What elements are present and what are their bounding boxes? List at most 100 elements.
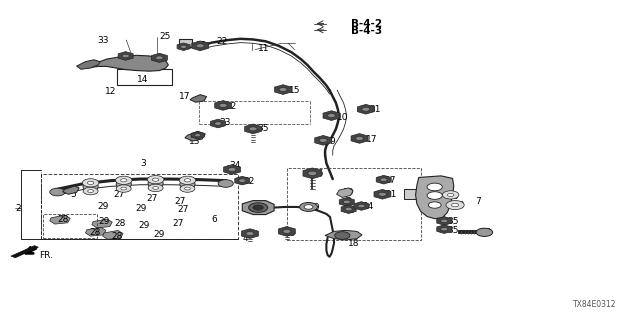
Polygon shape	[244, 124, 262, 134]
Polygon shape	[223, 165, 241, 174]
Polygon shape	[275, 85, 291, 94]
Polygon shape	[214, 100, 232, 110]
Polygon shape	[323, 111, 340, 120]
Polygon shape	[354, 202, 369, 210]
Text: 9: 9	[329, 137, 335, 146]
Text: 33: 33	[220, 118, 231, 127]
Bar	[43, 214, 97, 238]
Text: 29: 29	[135, 204, 147, 213]
Polygon shape	[102, 230, 123, 239]
Circle shape	[319, 138, 327, 142]
Text: 29: 29	[97, 202, 108, 211]
Text: 28: 28	[115, 219, 126, 228]
Text: 3: 3	[140, 159, 146, 168]
Circle shape	[248, 203, 268, 212]
Circle shape	[148, 184, 163, 192]
Circle shape	[452, 203, 459, 207]
Polygon shape	[191, 132, 204, 139]
Polygon shape	[190, 95, 207, 102]
Circle shape	[335, 232, 350, 239]
Text: 26: 26	[312, 169, 324, 178]
Text: 2: 2	[15, 204, 21, 213]
Text: 11: 11	[257, 44, 269, 53]
Text: 28: 28	[58, 215, 69, 224]
Text: 29: 29	[138, 221, 150, 230]
Text: 5: 5	[70, 190, 76, 199]
Text: 19: 19	[343, 188, 355, 197]
Circle shape	[180, 185, 195, 192]
Circle shape	[343, 200, 350, 204]
Polygon shape	[357, 104, 374, 114]
Text: 18: 18	[348, 239, 360, 248]
Circle shape	[196, 44, 204, 48]
Polygon shape	[91, 55, 168, 71]
Polygon shape	[235, 176, 250, 185]
Circle shape	[427, 183, 442, 191]
Circle shape	[304, 205, 313, 209]
Circle shape	[121, 187, 127, 190]
Circle shape	[152, 178, 159, 181]
Text: 15: 15	[196, 41, 207, 50]
Circle shape	[428, 202, 441, 208]
Polygon shape	[11, 246, 38, 258]
Text: TX84E0312: TX84E0312	[573, 300, 616, 309]
Polygon shape	[303, 168, 322, 179]
Circle shape	[83, 188, 98, 195]
Polygon shape	[278, 227, 295, 236]
Circle shape	[116, 185, 131, 192]
Circle shape	[253, 205, 263, 210]
Circle shape	[153, 187, 159, 189]
Circle shape	[345, 207, 352, 211]
Text: 29: 29	[153, 230, 164, 239]
Text: 31: 31	[370, 105, 381, 114]
Bar	[179, 39, 192, 47]
Polygon shape	[376, 175, 391, 184]
Polygon shape	[77, 60, 100, 69]
Polygon shape	[148, 178, 163, 190]
Text: 24: 24	[362, 202, 373, 211]
Text: 23: 23	[481, 228, 492, 237]
Text: 10: 10	[337, 113, 348, 122]
Text: 27: 27	[177, 205, 189, 214]
Text: 17: 17	[179, 92, 190, 101]
Polygon shape	[180, 178, 195, 191]
Polygon shape	[436, 217, 452, 225]
Circle shape	[362, 107, 370, 111]
Polygon shape	[50, 215, 70, 224]
Text: 35: 35	[447, 226, 459, 235]
Text: 4: 4	[243, 234, 248, 243]
Circle shape	[180, 45, 187, 48]
Polygon shape	[83, 180, 99, 193]
Text: 13: 13	[189, 137, 201, 146]
Polygon shape	[415, 176, 454, 219]
Circle shape	[218, 180, 234, 187]
Polygon shape	[325, 230, 362, 240]
Circle shape	[214, 122, 221, 125]
Text: 25: 25	[159, 32, 171, 41]
Polygon shape	[243, 201, 274, 215]
Circle shape	[50, 188, 65, 196]
Circle shape	[239, 179, 246, 182]
Text: 29: 29	[99, 217, 109, 226]
Text: 27: 27	[113, 190, 124, 199]
Text: 30: 30	[308, 203, 320, 212]
Polygon shape	[339, 197, 355, 206]
Polygon shape	[92, 219, 112, 228]
Polygon shape	[436, 225, 452, 234]
Circle shape	[179, 176, 196, 184]
Circle shape	[283, 229, 291, 233]
Circle shape	[441, 219, 448, 223]
Circle shape	[249, 127, 257, 131]
Circle shape	[446, 201, 464, 210]
Circle shape	[228, 167, 236, 172]
Polygon shape	[241, 229, 259, 238]
Circle shape	[476, 228, 493, 236]
Text: 22: 22	[226, 101, 237, 111]
Text: 35: 35	[257, 124, 269, 133]
Polygon shape	[315, 135, 332, 145]
Bar	[287, 168, 420, 240]
Circle shape	[427, 192, 442, 199]
Circle shape	[328, 114, 335, 117]
Text: 17: 17	[385, 176, 397, 185]
Text: 20: 20	[454, 202, 465, 211]
